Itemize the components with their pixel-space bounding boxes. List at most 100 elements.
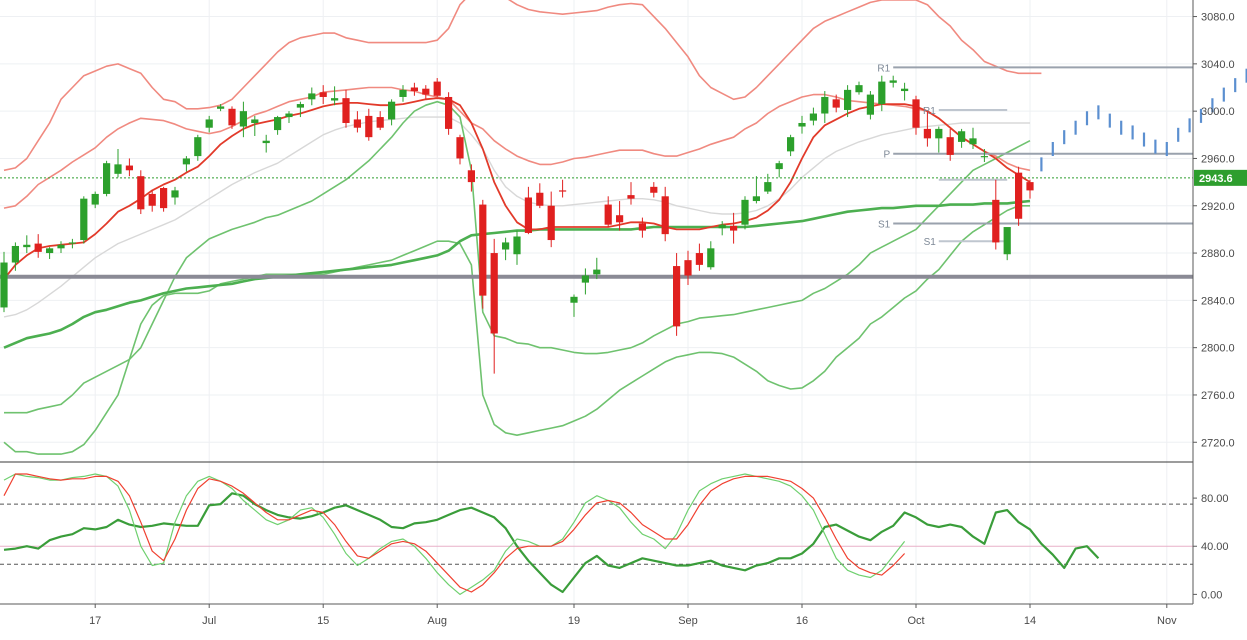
candle-50 xyxy=(570,294,578,317)
candle-body-17 xyxy=(194,137,202,157)
candle-48 xyxy=(547,191,555,248)
candle-body-61 xyxy=(695,253,703,265)
candle-body-9 xyxy=(103,163,111,194)
candle-body-15 xyxy=(171,190,179,198)
horizontal-levels: R1 R1 P S1 S1 xyxy=(0,63,1193,279)
candle-body-90 xyxy=(1026,182,1034,191)
level-label-2: R1 xyxy=(877,63,890,74)
candle-body-40 xyxy=(456,137,464,159)
time-tick-label-8: 14 xyxy=(1024,615,1036,627)
candle-body-64 xyxy=(730,225,738,231)
candle-12 xyxy=(137,170,145,215)
candle-body-79 xyxy=(901,88,909,92)
time-tick-label-4: 19 xyxy=(568,615,580,627)
level-label-6: S1 xyxy=(878,219,891,230)
price-tick-label-9: 2720.0 xyxy=(1201,437,1235,449)
candle-66 xyxy=(752,176,760,204)
candle-77 xyxy=(878,75,886,112)
candle-body-33 xyxy=(376,117,384,128)
candle-74 xyxy=(844,85,852,118)
candle-body-0 xyxy=(0,262,8,308)
candle-body-50 xyxy=(570,296,578,303)
osc-tick-label-2: 0.00 xyxy=(1201,589,1222,601)
candle-68 xyxy=(775,160,783,178)
candle-81 xyxy=(923,111,931,147)
candle-34 xyxy=(388,99,396,126)
candle-body-2 xyxy=(23,244,31,248)
candle-body-11 xyxy=(125,165,133,171)
candle-25 xyxy=(285,111,293,123)
candle-0 xyxy=(0,251,8,313)
candle-67 xyxy=(764,173,772,194)
candle-body-75 xyxy=(855,85,863,93)
candle-body-38 xyxy=(433,81,441,96)
candle-28 xyxy=(319,85,327,105)
price-tick-label-6: 2840.0 xyxy=(1201,295,1235,307)
candle-75 xyxy=(855,81,863,95)
candle-6 xyxy=(68,238,76,249)
mid-average-line xyxy=(3,116,1030,318)
candle-body-84 xyxy=(958,131,966,142)
candle-body-60 xyxy=(684,260,692,276)
candle-32 xyxy=(365,108,373,141)
candle-body-77 xyxy=(878,81,886,105)
candles xyxy=(0,75,1034,374)
candle-body-16 xyxy=(182,158,190,165)
price-tick-label-5: 2880.0 xyxy=(1201,248,1235,260)
candle-body-28 xyxy=(319,92,327,97)
candle-35 xyxy=(399,85,407,102)
candle-7 xyxy=(80,196,88,244)
candle-body-82 xyxy=(935,128,943,139)
candle-19 xyxy=(217,104,225,112)
candle-64 xyxy=(730,212,738,244)
candle-26 xyxy=(296,101,304,118)
time-tick-label-0: 17 xyxy=(89,615,101,627)
candle-body-62 xyxy=(707,248,715,268)
candle-body-4 xyxy=(46,248,54,254)
time-tick-label-3: Aug xyxy=(427,615,447,627)
candle-body-55 xyxy=(627,195,635,199)
candle-body-44 xyxy=(502,242,510,250)
candle-body-24 xyxy=(274,117,282,131)
candle-body-56 xyxy=(638,223,646,231)
candle-body-27 xyxy=(308,93,316,100)
time-tick-label-9: Nov xyxy=(1157,615,1177,627)
price-tick-label-0: 3080.0 xyxy=(1201,12,1235,24)
candle-body-35 xyxy=(399,89,407,97)
candle-body-73 xyxy=(832,99,840,108)
candle-65 xyxy=(741,196,749,230)
candle-76 xyxy=(866,91,874,120)
candle-body-41 xyxy=(467,170,475,183)
candle-body-78 xyxy=(889,80,897,83)
candle-80 xyxy=(912,95,920,135)
candle-60 xyxy=(684,250,692,285)
time-tick-label-1: Jul xyxy=(202,615,216,627)
time-tick-label-6: 16 xyxy=(796,615,808,627)
candle-82 xyxy=(935,126,943,153)
candle-8 xyxy=(91,191,99,209)
candle-20 xyxy=(228,106,236,129)
candle-body-10 xyxy=(114,164,122,174)
candle-body-37 xyxy=(422,88,430,95)
candle-55 xyxy=(627,182,635,205)
candle-body-36 xyxy=(410,87,418,92)
candle-63 xyxy=(718,221,726,236)
candle-body-31 xyxy=(353,119,361,128)
candle-body-52 xyxy=(593,269,601,275)
upper-band-outer-line xyxy=(3,0,1042,172)
candle-29 xyxy=(331,86,339,106)
candle-79 xyxy=(901,82,909,101)
candle-body-47 xyxy=(536,192,544,206)
candle-86 xyxy=(980,148,988,163)
candle-body-22 xyxy=(251,119,259,123)
candle-body-48 xyxy=(547,205,555,241)
candle-body-58 xyxy=(661,196,669,235)
level-label-7: S1 xyxy=(924,237,937,248)
osc-tick-label-0: 80.00 xyxy=(1201,493,1229,505)
candle-16 xyxy=(182,156,190,172)
candle-body-66 xyxy=(752,196,760,202)
candle-body-63 xyxy=(718,224,726,229)
candle-24 xyxy=(274,115,282,135)
candle-47 xyxy=(536,183,544,209)
